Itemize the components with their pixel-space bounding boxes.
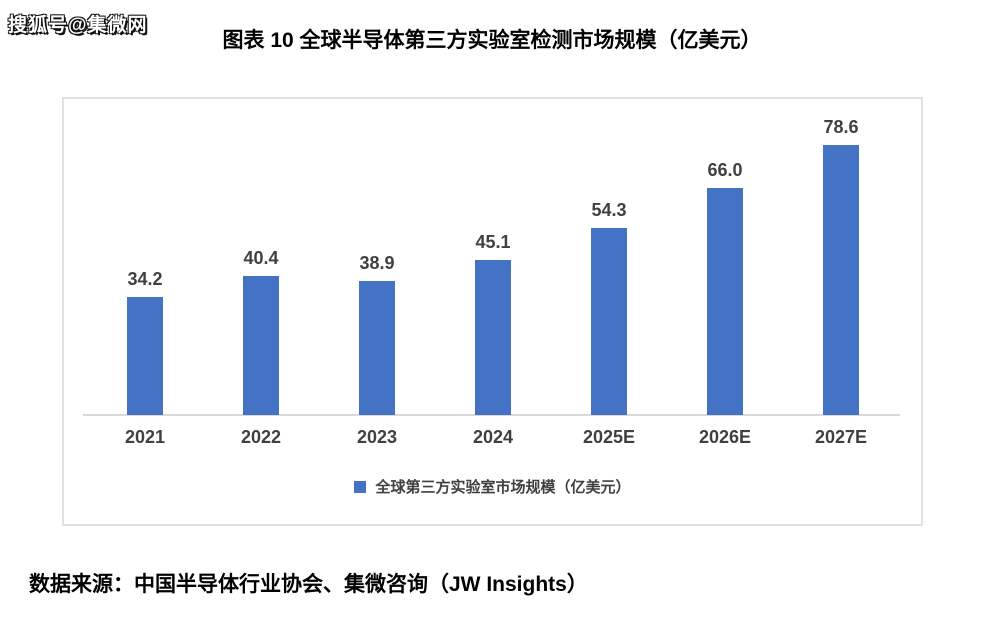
x-axis-label: 2021 (124, 427, 166, 447)
watermark: 搜狐号@集微网 (8, 15, 148, 36)
bar (359, 281, 395, 415)
data-source: 数据来源：中国半导体行业协会、集微咨询（JW Insights） (29, 573, 588, 596)
bar-value-label: 40.4 (243, 248, 279, 268)
x-axis-label: 2022 (240, 427, 282, 447)
bar-value-label: 38.9 (359, 253, 395, 273)
bar (127, 297, 163, 415)
chart-frame: 34.2 2021 40.4 2022 38.9 2023 45.1 2024 54.3 2025… (62, 97, 923, 526)
bar (243, 276, 279, 415)
bar (591, 228, 627, 415)
x-axis-label: 2026E (698, 427, 752, 447)
bar (707, 188, 743, 415)
x-axis-label: 2027E (814, 427, 868, 447)
plot-area: 34.2 2021 40.4 2022 38.9 2023 45.1 2024 54.3 2025… (64, 99, 921, 524)
legend: 全球第三方实验室市场规模（亿美元） (64, 476, 921, 497)
x-axis-label: 2023 (356, 427, 398, 447)
bar-value-label: 34.2 (127, 269, 163, 289)
bar-value-label: 54.3 (591, 200, 627, 220)
x-axis-line (83, 414, 900, 416)
legend-swatch-icon (354, 480, 367, 493)
x-axis-label: 2025E (582, 427, 636, 447)
legend-label: 全球第三方实验室市场规模（亿美元） (375, 479, 631, 496)
bar-value-label: 78.6 (823, 117, 859, 137)
bar-value-label: 45.1 (475, 232, 511, 252)
chart-title: 图表 10 全球半导体第三方实验室检测市场规模（亿美元） (222, 29, 762, 52)
x-axis-label: 2024 (472, 427, 514, 447)
bar-value-label: 66.0 (707, 160, 743, 180)
bar (823, 145, 859, 415)
bar (475, 260, 511, 415)
